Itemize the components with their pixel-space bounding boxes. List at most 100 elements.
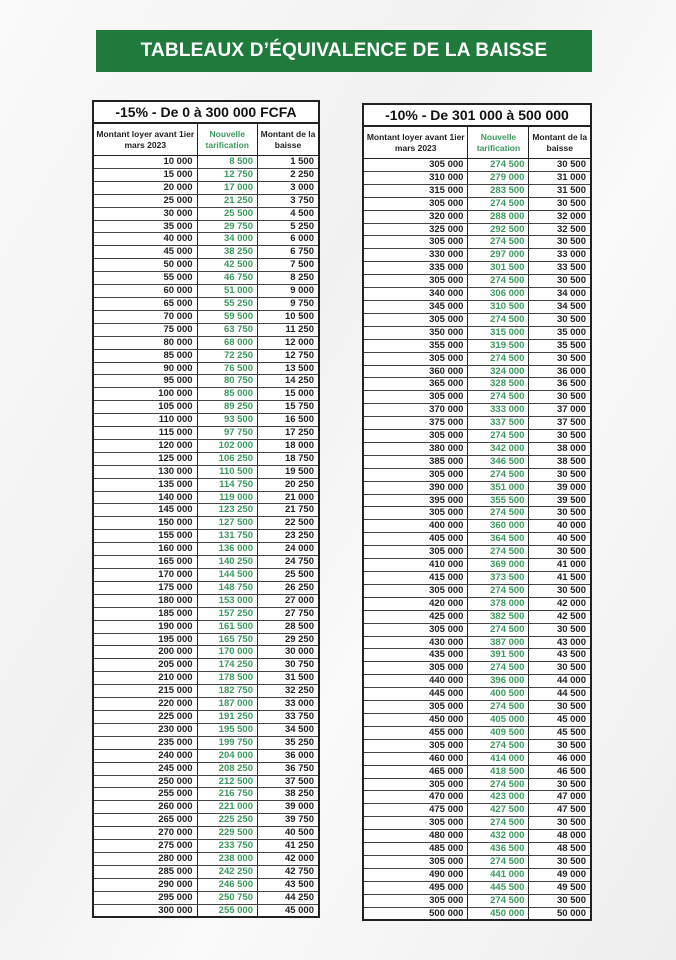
cell-new-price: 165 750 bbox=[197, 633, 259, 647]
cell-reduction: 44 500 bbox=[528, 687, 590, 702]
table-row: 300 000 255 000 45 000 bbox=[94, 904, 318, 917]
cell-new-price: 274 500 bbox=[467, 855, 530, 869]
cell-new-price: 445 500 bbox=[467, 881, 530, 895]
cell-new-price: 208 250 bbox=[197, 762, 259, 776]
table-row: 305 000 274 500 30 500 bbox=[364, 158, 590, 172]
cell-old-rent: 450 000 bbox=[364, 713, 469, 727]
cell-old-rent: 435 000 bbox=[364, 648, 469, 663]
cell-old-rent: 235 000 bbox=[94, 736, 198, 750]
cell-old-rent: 165 000 bbox=[94, 555, 198, 569]
cell-new-price: 369 000 bbox=[467, 558, 530, 572]
cell-new-price: 310 500 bbox=[467, 300, 530, 314]
cell-reduction: 30 500 bbox=[528, 506, 590, 521]
cell-old-rent: 115 000 bbox=[94, 426, 198, 440]
cell-new-price: 337 500 bbox=[467, 416, 530, 431]
cell-new-price: 364 500 bbox=[467, 532, 530, 547]
cell-reduction: 41 500 bbox=[528, 571, 590, 585]
table-row: 305 000 274 500 30 500 bbox=[364, 816, 590, 831]
cell-new-price: 274 500 bbox=[467, 313, 530, 327]
cell-reduction: 35 000 bbox=[528, 326, 590, 340]
cell-old-rent: 500 000 bbox=[364, 907, 469, 920]
cell-old-rent: 150 000 bbox=[94, 516, 198, 531]
cell-new-price: 59 500 bbox=[197, 310, 259, 324]
cell-new-price: 292 500 bbox=[467, 223, 530, 237]
cell-old-rent: 270 000 bbox=[94, 826, 198, 841]
cell-old-rent: 415 000 bbox=[364, 571, 469, 585]
cell-reduction: 38 250 bbox=[257, 787, 318, 802]
cell-reduction: 50 000 bbox=[556, 907, 586, 919]
cell-old-rent: 245 000 bbox=[94, 762, 198, 776]
cell-old-rent: 155 000 bbox=[94, 529, 198, 544]
cell-old-rent: 135 000 bbox=[94, 478, 198, 492]
table-row: 305 000 274 500 30 500 bbox=[364, 274, 590, 289]
cell-new-price: 450 000 bbox=[467, 907, 530, 920]
cell-old-rent: 305 000 bbox=[364, 661, 469, 676]
cell-old-rent: 305 000 bbox=[364, 545, 469, 560]
table-row: 265 000 225 250 39 750 bbox=[94, 813, 318, 828]
table-row: 340 000 306 000 34 000 bbox=[364, 287, 590, 301]
table-row: 255 000 216 750 38 250 bbox=[94, 787, 318, 802]
cell-reduction: 30 500 bbox=[528, 545, 590, 560]
cell-reduction: 13 500 bbox=[257, 362, 318, 376]
cell-new-price: 274 500 bbox=[467, 545, 530, 560]
cell-new-price: 246 500 bbox=[197, 878, 259, 892]
cell-reduction: 37 500 bbox=[528, 416, 590, 431]
cell-new-price: 400 500 bbox=[467, 687, 530, 702]
cell-reduction: 30 500 bbox=[528, 235, 590, 250]
cell-reduction: 27 750 bbox=[257, 607, 318, 621]
cell-new-price: 328 500 bbox=[467, 377, 530, 392]
cell-new-price: 72 250 bbox=[197, 349, 259, 363]
cell-reduction: 20 250 bbox=[257, 478, 318, 492]
table-row: 140 000 119 000 21 000 bbox=[94, 491, 318, 505]
cell-reduction: 3 000 bbox=[257, 181, 318, 195]
cell-new-price: 191 250 bbox=[197, 710, 259, 724]
cell-reduction: 26 250 bbox=[257, 581, 318, 595]
cell-reduction: 35 500 bbox=[528, 339, 590, 353]
table-title: -15% - De 0 à 300 000 FCFA bbox=[94, 102, 318, 124]
cell-old-rent: 10 000 bbox=[94, 155, 198, 169]
cell-old-rent: 275 000 bbox=[94, 839, 198, 853]
cell-reduction: 37 500 bbox=[257, 775, 318, 789]
cell-new-price: 342 000 bbox=[467, 442, 530, 456]
cell-old-rent: 400 000 bbox=[364, 519, 469, 534]
cell-old-rent: 440 000 bbox=[364, 674, 469, 689]
cell-old-rent: 120 000 bbox=[94, 439, 198, 453]
cell-old-rent: 425 000 bbox=[364, 610, 469, 624]
table-row: 415 000 373 500 41 500 bbox=[364, 571, 590, 585]
cell-reduction: 42 000 bbox=[528, 597, 590, 611]
cell-reduction: 30 500 bbox=[528, 623, 590, 637]
table-row: 250 000 212 500 37 500 bbox=[94, 775, 318, 789]
cell-reduction: 30 500 bbox=[528, 778, 590, 792]
table-row: 370 000 333 000 37 000 bbox=[364, 403, 590, 418]
cell-old-rent: 175 000 bbox=[94, 581, 198, 595]
cell-new-price: 144 500 bbox=[197, 568, 259, 582]
cell-new-price: 301 500 bbox=[467, 261, 530, 276]
table-row: 305 000 274 500 30 500 bbox=[364, 700, 590, 714]
cell-reduction: 32 250 bbox=[257, 684, 318, 699]
cell-old-rent: 285 000 bbox=[94, 865, 198, 879]
cell-new-price: 324 000 bbox=[467, 365, 530, 379]
table-row: 305 000 274 500 30 500 bbox=[364, 545, 590, 560]
table-row: 210 000 178 500 31 500 bbox=[94, 671, 318, 686]
table-row: 215 000 182 750 32 250 bbox=[94, 684, 318, 699]
cell-new-price: 136 000 bbox=[197, 542, 259, 557]
cell-old-rent: 360 000 bbox=[364, 365, 469, 379]
cell-reduction: 39 500 bbox=[528, 494, 590, 508]
cell-old-rent: 320 000 bbox=[364, 210, 469, 224]
cell-new-price: 12 750 bbox=[197, 168, 259, 182]
table-row: 200 000 170 000 30 000 bbox=[94, 645, 318, 660]
cell-old-rent: 305 000 bbox=[364, 623, 469, 637]
table-15-percent: -15% - De 0 à 300 000 FCFA Montant loyer… bbox=[92, 100, 320, 919]
cell-old-rent: 90 000 bbox=[94, 362, 198, 376]
cell-reduction: 44 000 bbox=[528, 674, 590, 689]
table-row: 305 000 274 500 30 500 bbox=[364, 778, 590, 792]
cell-reduction: 38 500 bbox=[528, 455, 590, 469]
table-row: 305 000 274 500 30 500 bbox=[364, 429, 590, 443]
table-row: 305 000 274 500 30 500 bbox=[364, 352, 590, 366]
cell-new-price: 55 250 bbox=[197, 297, 259, 311]
table-row: 180 000 153 000 27 000 bbox=[94, 594, 318, 608]
table-row: 305 000 274 500 30 500 bbox=[364, 313, 590, 327]
cell-old-rent: 215 000 bbox=[94, 684, 198, 699]
cell-old-rent: 305 000 bbox=[364, 816, 469, 831]
table-title: -10% - De 301 000 à 500 000 bbox=[364, 105, 590, 127]
